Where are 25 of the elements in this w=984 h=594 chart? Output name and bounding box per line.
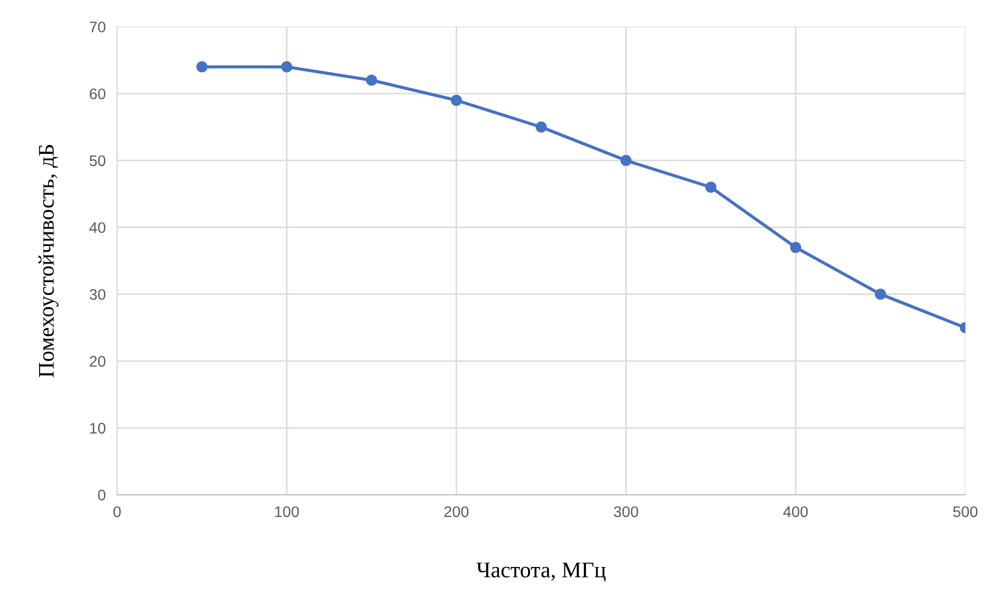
x-tick-label: 400 [783, 506, 808, 518]
y-tick-label: 0 [98, 490, 106, 500]
x-tick-label: 0 [113, 506, 121, 518]
y-tick-label: 70 [90, 22, 106, 32]
y-tick-label: 20 [90, 356, 106, 367]
y-tick-label: 30 [90, 289, 106, 300]
x-tick-label: 300 [614, 506, 638, 518]
y-tick-label: 40 [89, 222, 106, 234]
y-tick-label: 50 [90, 155, 106, 166]
point [281, 61, 292, 72]
point [196, 61, 208, 72]
x-axis-title: Частота, МГц [476, 562, 606, 582]
x-tick-label: 100 [275, 506, 299, 518]
y-tick-label: 10 [90, 422, 106, 434]
x-tick-label: 200 [444, 506, 469, 518]
x-tick-label: 500 [953, 506, 978, 518]
y-axis-title: Помехоустойчивость, дБ [38, 144, 58, 378]
point [450, 94, 462, 106]
point [366, 74, 378, 86]
point [536, 121, 547, 133]
y-tick-label: 60 [90, 88, 106, 100]
point [874, 288, 886, 300]
point [790, 242, 802, 253]
point [705, 182, 716, 193]
point [620, 154, 632, 166]
